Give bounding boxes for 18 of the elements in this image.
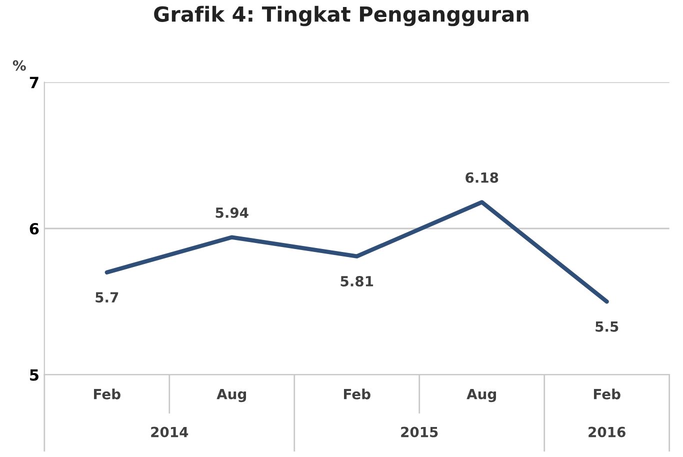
chart-title: Grafik 4: Tingkat Pengangguran <box>154 6 528 26</box>
x-tick-label: Aug <box>466 388 496 402</box>
text: 2016 <box>588 426 626 438</box>
data-label: 5.94 <box>216 207 248 218</box>
y-tick-label: 7 <box>30 76 38 88</box>
x-tick-label: Aug <box>216 388 246 402</box>
data-label: 5.81 <box>340 276 374 286</box>
x-tick-label: Feb <box>344 388 370 400</box>
data-label: 5.7 <box>96 292 118 303</box>
data-label: 5.5 <box>596 321 618 332</box>
y-tick-label: 6 <box>30 222 39 235</box>
y-tick-label: 5 <box>30 369 38 381</box>
text: 2015 <box>401 426 438 438</box>
data-label: 6.18 <box>466 172 498 183</box>
x-tick-label: Feb <box>594 388 620 400</box>
y-axis-title: % <box>12 60 26 71</box>
x-tick-label: Feb <box>94 388 120 400</box>
text: 2014 <box>151 426 188 438</box>
